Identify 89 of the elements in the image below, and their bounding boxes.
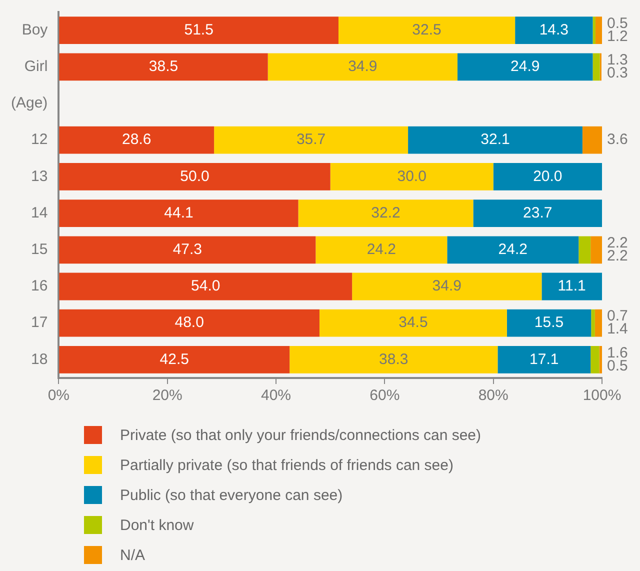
bar xyxy=(591,309,595,337)
data-label: 47.3 xyxy=(172,241,202,258)
bar xyxy=(352,272,542,300)
bar xyxy=(493,163,602,190)
legend-label: Don't know xyxy=(120,516,194,534)
y-tick-label: 13 xyxy=(30,168,48,185)
data-label: 32.1 xyxy=(480,131,510,148)
data-label: 50.0 xyxy=(180,168,210,185)
bar xyxy=(330,163,494,190)
bar xyxy=(582,126,602,154)
data-label: 34.9 xyxy=(432,278,462,295)
data-label: 20.0 xyxy=(533,168,562,185)
x-tick-label: 80% xyxy=(478,387,508,404)
data-label: 15.5 xyxy=(534,314,564,332)
bar xyxy=(214,126,408,154)
data-label: 28.6 xyxy=(122,131,152,148)
data-label: 44.1 xyxy=(164,204,194,222)
y-tick-label: 12 xyxy=(30,131,48,148)
data-label: 1.4 xyxy=(607,320,628,338)
data-label: 32.2 xyxy=(371,204,400,222)
data-label: 3.6 xyxy=(607,131,628,148)
legend-label: Public (so that everyone can see) xyxy=(120,486,343,504)
data-label: 42.5 xyxy=(160,350,189,368)
data-label: 11.1 xyxy=(558,278,586,295)
bar xyxy=(498,346,591,374)
bar xyxy=(59,163,330,190)
bar xyxy=(590,346,600,374)
data-label: 54.0 xyxy=(191,278,220,295)
y-tick-label: 18 xyxy=(30,350,48,368)
y-tick-label: Boy xyxy=(22,21,48,38)
x-tick-label: 0% xyxy=(48,387,70,404)
bar xyxy=(268,53,458,81)
bar xyxy=(59,346,290,374)
bar xyxy=(290,346,498,374)
bar xyxy=(59,200,298,227)
y-tick-label: 16 xyxy=(30,278,48,295)
bar xyxy=(59,16,338,44)
bar xyxy=(316,236,448,264)
data-label: 48.0 xyxy=(174,314,204,332)
bar xyxy=(59,236,316,264)
y-tick-label: (Age) xyxy=(10,94,48,112)
bar xyxy=(447,236,579,264)
bar xyxy=(592,53,600,81)
bar xyxy=(59,126,214,154)
bar xyxy=(59,309,320,337)
data-label: 24.2 xyxy=(366,241,396,258)
bar xyxy=(338,16,516,44)
bar xyxy=(542,272,602,300)
data-label: 32.5 xyxy=(412,21,442,38)
x-tick-label: 20% xyxy=(152,387,182,404)
data-label: 35.7 xyxy=(296,131,326,148)
bar xyxy=(578,236,591,264)
legend-label: Partially private (so that friends of friends can see) xyxy=(120,456,454,474)
y-tick-label: 14 xyxy=(30,204,48,222)
data-label: 51.5 xyxy=(184,21,214,38)
data-label: 23.7 xyxy=(523,204,552,222)
bar xyxy=(506,309,592,337)
legend-label: Private (so that only your friends/connections can see) xyxy=(120,426,482,444)
y-tick-label: 17 xyxy=(30,314,48,332)
x-tick-label: 40% xyxy=(260,387,292,404)
data-label: 14.3 xyxy=(539,21,569,38)
data-label: 24.9 xyxy=(510,58,540,76)
data-label: 34.9 xyxy=(348,58,378,76)
data-label: 24.2 xyxy=(498,241,528,258)
data-label: 38.3 xyxy=(379,350,408,368)
legend-label: N/A xyxy=(120,546,146,564)
bar xyxy=(319,309,507,337)
data-label: 38.5 xyxy=(148,58,178,76)
bar xyxy=(298,200,474,227)
bar xyxy=(408,126,582,154)
bar xyxy=(59,272,352,300)
data-label: 34.5 xyxy=(398,314,428,332)
data-label: 0.3 xyxy=(607,64,628,82)
y-tick-label: Girl xyxy=(24,58,48,76)
x-tick-label: 100% xyxy=(582,387,622,404)
bar xyxy=(594,309,602,337)
bar xyxy=(457,53,593,81)
bar xyxy=(595,16,602,44)
bar xyxy=(515,16,593,44)
y-tick-label: 15 xyxy=(30,241,48,258)
data-label: 17.1 xyxy=(530,350,559,368)
data-label: 30.0 xyxy=(397,168,426,185)
data-label: 2.2 xyxy=(607,248,628,265)
x-tick-label: 60% xyxy=(370,387,400,404)
bar xyxy=(599,346,602,374)
bar xyxy=(473,200,602,227)
bar xyxy=(592,16,596,44)
bar xyxy=(590,236,602,264)
bar xyxy=(59,53,268,81)
